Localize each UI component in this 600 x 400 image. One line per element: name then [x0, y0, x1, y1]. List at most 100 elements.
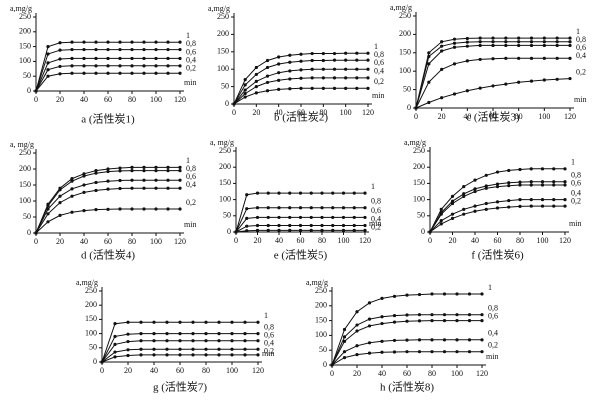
x-tick-label: 40	[275, 236, 283, 245]
marker	[366, 76, 370, 80]
x-tick-label: 40	[471, 236, 479, 245]
x-tick-label: 120	[174, 237, 186, 246]
x-tick-label: 0	[428, 236, 432, 245]
marker	[217, 339, 221, 343]
marker	[507, 168, 511, 173]
marker	[265, 89, 270, 93]
marker	[166, 40, 170, 44]
marker	[166, 207, 170, 211]
caption: c (活性炭3)	[466, 110, 520, 124]
x-tick-label: 20	[56, 95, 64, 104]
marker	[462, 207, 466, 211]
marker	[142, 169, 146, 173]
marker	[309, 206, 313, 210]
marker	[392, 320, 397, 324]
marker	[430, 292, 434, 296]
marker	[178, 353, 182, 357]
x-tick-label: 120	[476, 369, 488, 378]
marker	[462, 194, 466, 198]
marker	[310, 51, 314, 56]
marker	[367, 341, 372, 345]
x-tick-label: 20	[252, 108, 260, 117]
marker	[480, 350, 484, 354]
marker	[58, 41, 62, 45]
y-tick-label: 250	[19, 12, 31, 21]
marker	[478, 57, 482, 62]
marker	[465, 44, 469, 48]
marker	[473, 189, 477, 194]
marker	[517, 43, 521, 48]
marker	[552, 204, 556, 208]
marker	[100, 360, 104, 364]
marker	[465, 36, 469, 41]
marker	[46, 52, 50, 56]
marker	[332, 67, 337, 71]
series-label: 0,4	[576, 51, 586, 60]
marker	[555, 56, 559, 60]
marker	[154, 178, 158, 182]
y-tick-label: 200	[85, 300, 97, 309]
y-tick-label: 0	[421, 227, 425, 236]
marker	[355, 86, 359, 90]
x-tick-label: 20	[124, 366, 132, 375]
marker	[288, 191, 292, 195]
marker	[555, 36, 559, 40]
caption: g (活性炭7)	[153, 380, 207, 394]
marker	[430, 338, 434, 342]
x-tick-label: 0	[100, 366, 104, 375]
x-tick-label: 80	[515, 112, 523, 121]
marker	[352, 191, 356, 195]
marker	[555, 43, 559, 48]
marker	[440, 40, 444, 44]
marker	[332, 76, 337, 80]
marker	[191, 339, 195, 343]
marker	[113, 355, 117, 359]
marker	[352, 206, 356, 210]
marker	[392, 350, 397, 354]
marker	[82, 209, 86, 213]
marker	[555, 77, 559, 81]
marker	[355, 329, 359, 333]
marker	[178, 40, 182, 44]
marker	[507, 205, 511, 209]
marker	[256, 320, 260, 324]
marker	[355, 67, 359, 71]
y-tick-label: 150	[85, 314, 97, 323]
marker	[529, 43, 534, 48]
marker	[344, 67, 348, 71]
marker	[118, 186, 122, 191]
marker	[518, 180, 522, 184]
marker	[152, 332, 156, 336]
marker	[243, 91, 247, 96]
marker	[439, 207, 443, 211]
marker	[277, 223, 281, 228]
marker	[417, 350, 422, 354]
series-label: 0,8	[488, 304, 498, 313]
marker	[58, 64, 62, 69]
marker	[166, 186, 170, 190]
marker	[310, 58, 314, 63]
marker	[299, 76, 303, 80]
marker	[70, 47, 74, 52]
series-line	[233, 77, 368, 105]
marker	[355, 76, 359, 80]
series-line	[429, 205, 565, 233]
marker	[243, 88, 247, 92]
x-tick-label: 0	[34, 237, 38, 246]
marker	[321, 86, 325, 90]
marker	[126, 332, 130, 336]
marker	[58, 188, 62, 192]
marker	[568, 76, 572, 81]
marker	[366, 67, 370, 71]
marker	[518, 204, 522, 209]
series-line	[101, 340, 258, 363]
marker	[552, 198, 556, 202]
marker	[517, 36, 521, 40]
marker	[288, 215, 292, 220]
marker	[529, 167, 533, 171]
marker	[154, 71, 158, 75]
y-axis-label: a, mg/g	[10, 140, 34, 149]
marker	[243, 347, 247, 351]
marker	[106, 187, 110, 191]
y-tick-label: 0	[227, 227, 231, 236]
